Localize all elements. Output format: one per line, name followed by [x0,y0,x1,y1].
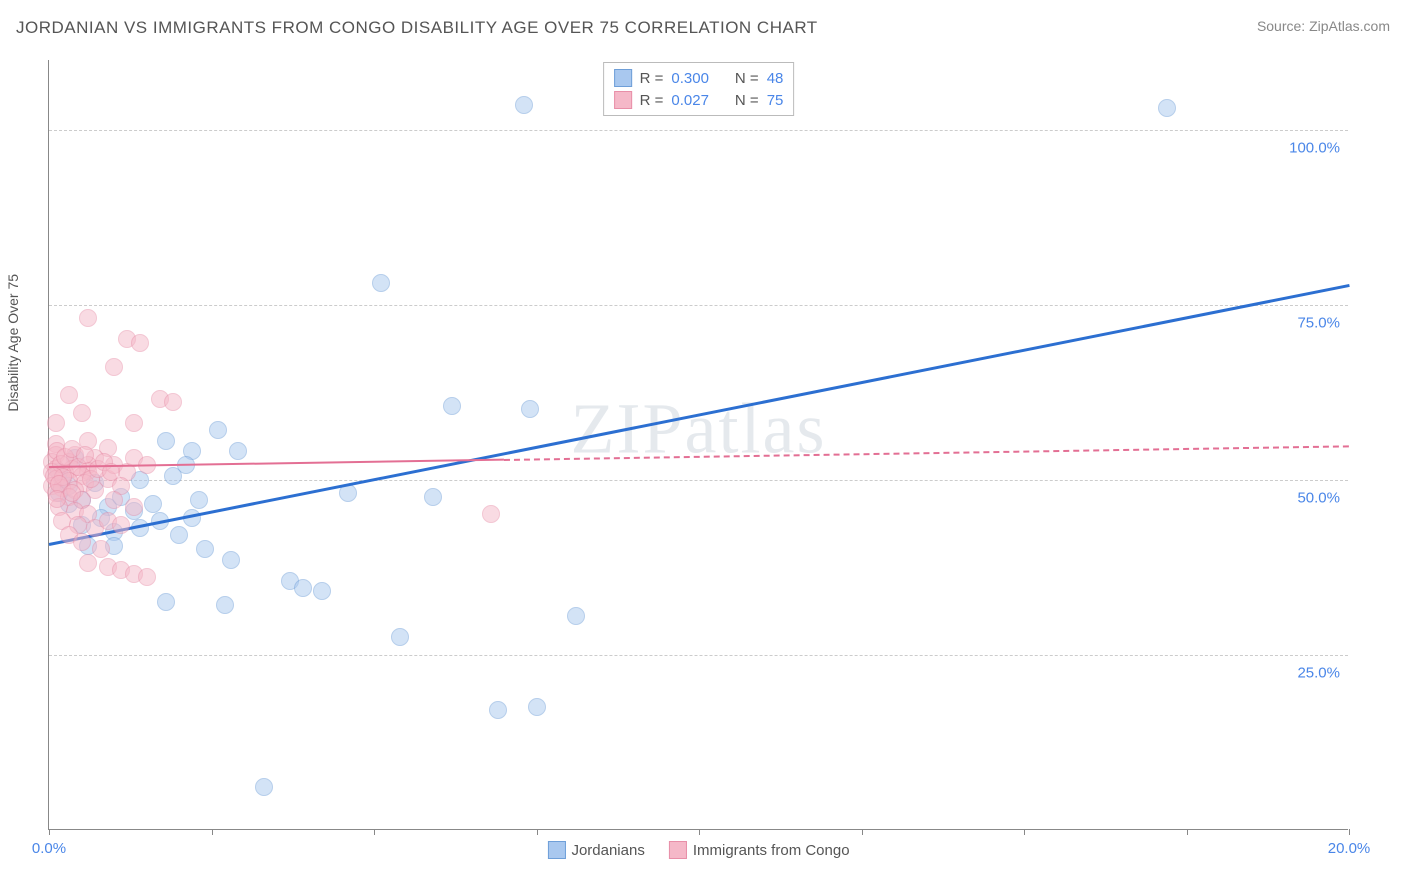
data-point [313,582,331,600]
data-point [1158,99,1176,117]
data-point [125,414,143,432]
data-point [424,488,442,506]
n-label-2: N = [735,92,759,109]
data-point [79,309,97,327]
data-point [47,414,65,432]
data-point [164,393,182,411]
data-point [515,96,533,114]
n-value-1: 48 [767,70,784,87]
data-point [567,607,585,625]
data-point [73,533,91,551]
data-point [229,442,247,460]
data-point [391,628,409,646]
data-point [216,596,234,614]
data-point [528,698,546,716]
data-point [294,579,312,597]
ytick-label: 100.0% [1289,140,1340,157]
swatch-series2 [614,91,632,109]
xtick [374,829,375,835]
data-point [157,593,175,611]
data-point [190,491,208,509]
chart-header: JORDANIAN VS IMMIGRANTS FROM CONGO DISAB… [16,18,1390,38]
legend-label-1: Jordanians [571,842,644,859]
gridline [49,130,1348,131]
xtick [49,829,50,835]
r-label-1: R = [640,70,664,87]
data-point [170,526,188,544]
data-point [112,516,130,534]
xtick-label: 20.0% [1328,840,1371,857]
data-point [482,505,500,523]
trend-line [49,284,1350,546]
xtick [212,829,213,835]
xtick [862,829,863,835]
chart-title: JORDANIAN VS IMMIGRANTS FROM CONGO DISAB… [16,18,818,38]
data-point [60,386,78,404]
data-point [222,551,240,569]
ytick-label: 75.0% [1297,315,1340,332]
data-point [125,498,143,516]
stats-row-series1: R = 0.300 N = 48 [614,67,784,89]
gridline [49,305,1348,306]
data-point [255,778,273,796]
stats-row-series2: R = 0.027 N = 75 [614,89,784,111]
swatch-series1 [614,69,632,87]
data-point [489,701,507,719]
xtick [1024,829,1025,835]
gridline [49,480,1348,481]
xtick [1187,829,1188,835]
data-point [131,334,149,352]
n-value-2: 75 [767,92,784,109]
trend-line [504,445,1349,461]
data-point [105,491,123,509]
data-point [138,568,156,586]
gridline [49,655,1348,656]
r-value-1: 0.300 [671,70,709,87]
data-point [73,404,91,422]
data-point [92,540,110,558]
legend-label-2: Immigrants from Congo [693,842,850,859]
r-value-2: 0.027 [671,92,709,109]
xtick-label: 0.0% [32,840,66,857]
data-point [209,421,227,439]
xtick [699,829,700,835]
data-point [105,358,123,376]
n-label-1: N = [735,70,759,87]
legend-swatch-1 [547,841,565,859]
data-point [63,484,81,502]
xtick [1349,829,1350,835]
legend-swatch-2 [669,841,687,859]
xtick [537,829,538,835]
stats-legend: R = 0.300 N = 48 R = 0.027 N = 75 [603,62,795,116]
r-label-2: R = [640,92,664,109]
data-point [372,274,390,292]
data-point [443,397,461,415]
y-axis-label: Disability Age Over 75 [5,273,21,411]
bottom-legend: Jordanians Immigrants from Congo [547,841,849,859]
legend-item-series2: Immigrants from Congo [669,841,850,859]
chart-source: Source: ZipAtlas.com [1257,18,1390,34]
data-point [79,554,97,572]
legend-item-series1: Jordanians [547,841,644,859]
ytick-label: 50.0% [1297,490,1340,507]
scatter-plot: Disability Age Over 75 ZIPatlas R = 0.30… [48,60,1348,830]
data-point [144,495,162,513]
data-point [196,540,214,558]
data-point [521,400,539,418]
ytick-label: 25.0% [1297,665,1340,682]
data-point [157,432,175,450]
